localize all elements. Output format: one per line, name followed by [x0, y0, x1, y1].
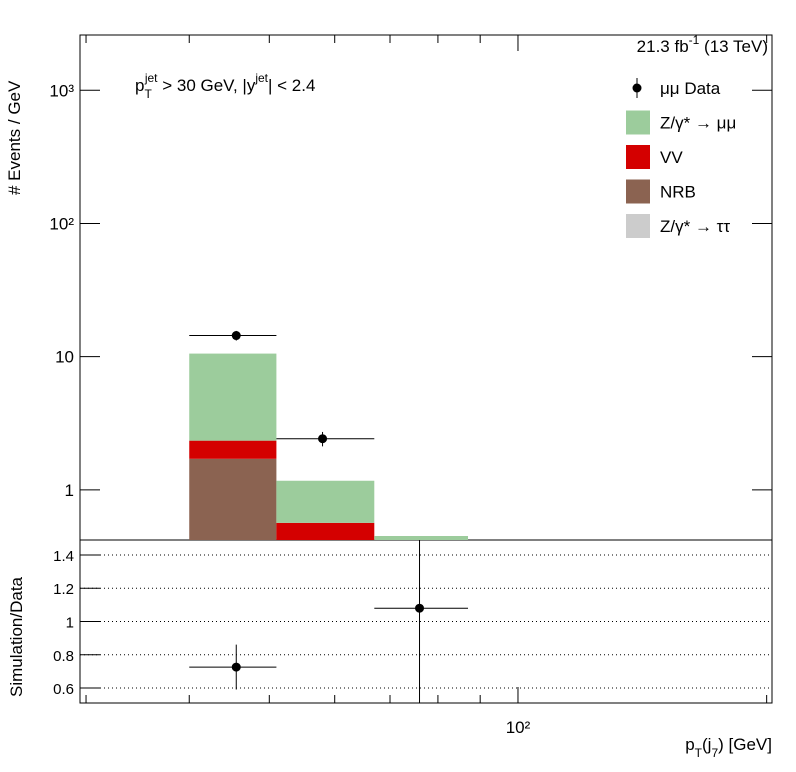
- legend-label: NRB: [660, 183, 696, 202]
- xl: (j: [702, 735, 711, 754]
- x-tick-label: 10²: [506, 718, 531, 737]
- y-tick-label: 1.2: [53, 581, 74, 598]
- legend-marker: [632, 83, 642, 93]
- top-frame: [79, 34, 773, 541]
- y-tick-label: 1: [65, 481, 74, 500]
- stack-bar: [276, 522, 375, 540]
- stack-bar: [276, 480, 375, 523]
- data-point: [231, 331, 241, 341]
- y-tick-label: 10: [55, 348, 74, 367]
- legend-label: μμ Data: [660, 79, 721, 98]
- ratio-area: [189, 540, 469, 703]
- stack-bar: [374, 583, 468, 623]
- y-tick-label: 0.8: [53, 648, 74, 665]
- lumi-text: (13 TeV): [699, 37, 768, 56]
- y-tick-label: 10²: [49, 214, 74, 233]
- legend-label: VV: [660, 148, 683, 167]
- xl: p: [685, 735, 694, 754]
- ratio-point: [231, 662, 241, 672]
- ratio-y-axis-title: Simulation/Data: [7, 576, 26, 697]
- xl-sub: 7: [711, 746, 718, 760]
- legend-label: Z/γ* → μμ: [660, 114, 736, 133]
- stack-bar: [189, 458, 277, 540]
- ann: | < 2.4: [268, 76, 315, 95]
- y-tick-label: 1.4: [53, 548, 74, 565]
- stack-bar: [189, 440, 277, 459]
- lumi-text: 21.3 fb: [637, 37, 689, 56]
- stack-bar: [276, 545, 374, 559]
- plot-area: [189, 330, 469, 623]
- legend-swatch: [626, 179, 650, 204]
- stack-bar: [189, 353, 277, 441]
- x-axis-title: pT(j7) [GeV]: [685, 735, 772, 760]
- legend-label: Z/γ* → ττ: [660, 217, 730, 236]
- lumi-sup: -1: [689, 33, 700, 47]
- y-axis-title: # Events / GeV: [5, 80, 24, 195]
- ann-sub: T: [144, 87, 152, 101]
- legend-swatch: [626, 110, 650, 135]
- data-point: [318, 434, 328, 444]
- ratio-point: [415, 603, 425, 613]
- legend-swatch: [626, 214, 650, 238]
- annotation: pTjet > 30 GeV, |yjet| < 2.4: [135, 71, 315, 101]
- lumi: 21.3 fb-1 (13 TeV): [637, 33, 768, 56]
- ann: p: [135, 76, 144, 95]
- ann: > 30 GeV, |y: [158, 76, 256, 95]
- ann-sup: jet: [144, 71, 158, 85]
- legend-swatch: [626, 145, 650, 169]
- y-tick-label: 10³: [49, 81, 74, 100]
- xl: ) [GeV]: [718, 735, 772, 754]
- y-tick-label: 1: [66, 615, 74, 632]
- stack-bar: [374, 536, 469, 540]
- xl-sub: T: [695, 746, 703, 760]
- y-tick-label: 0.6: [53, 681, 74, 698]
- ann-sup: jet: [254, 71, 268, 85]
